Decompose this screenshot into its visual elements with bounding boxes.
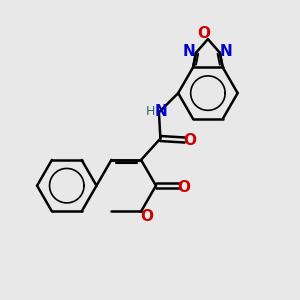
Text: O: O (178, 180, 191, 195)
Text: H: H (145, 105, 155, 118)
Text: O: O (183, 133, 196, 148)
Text: N: N (155, 104, 168, 119)
Text: N: N (183, 44, 196, 59)
Text: O: O (140, 209, 153, 224)
Text: N: N (220, 44, 233, 59)
Text: O: O (197, 26, 210, 41)
